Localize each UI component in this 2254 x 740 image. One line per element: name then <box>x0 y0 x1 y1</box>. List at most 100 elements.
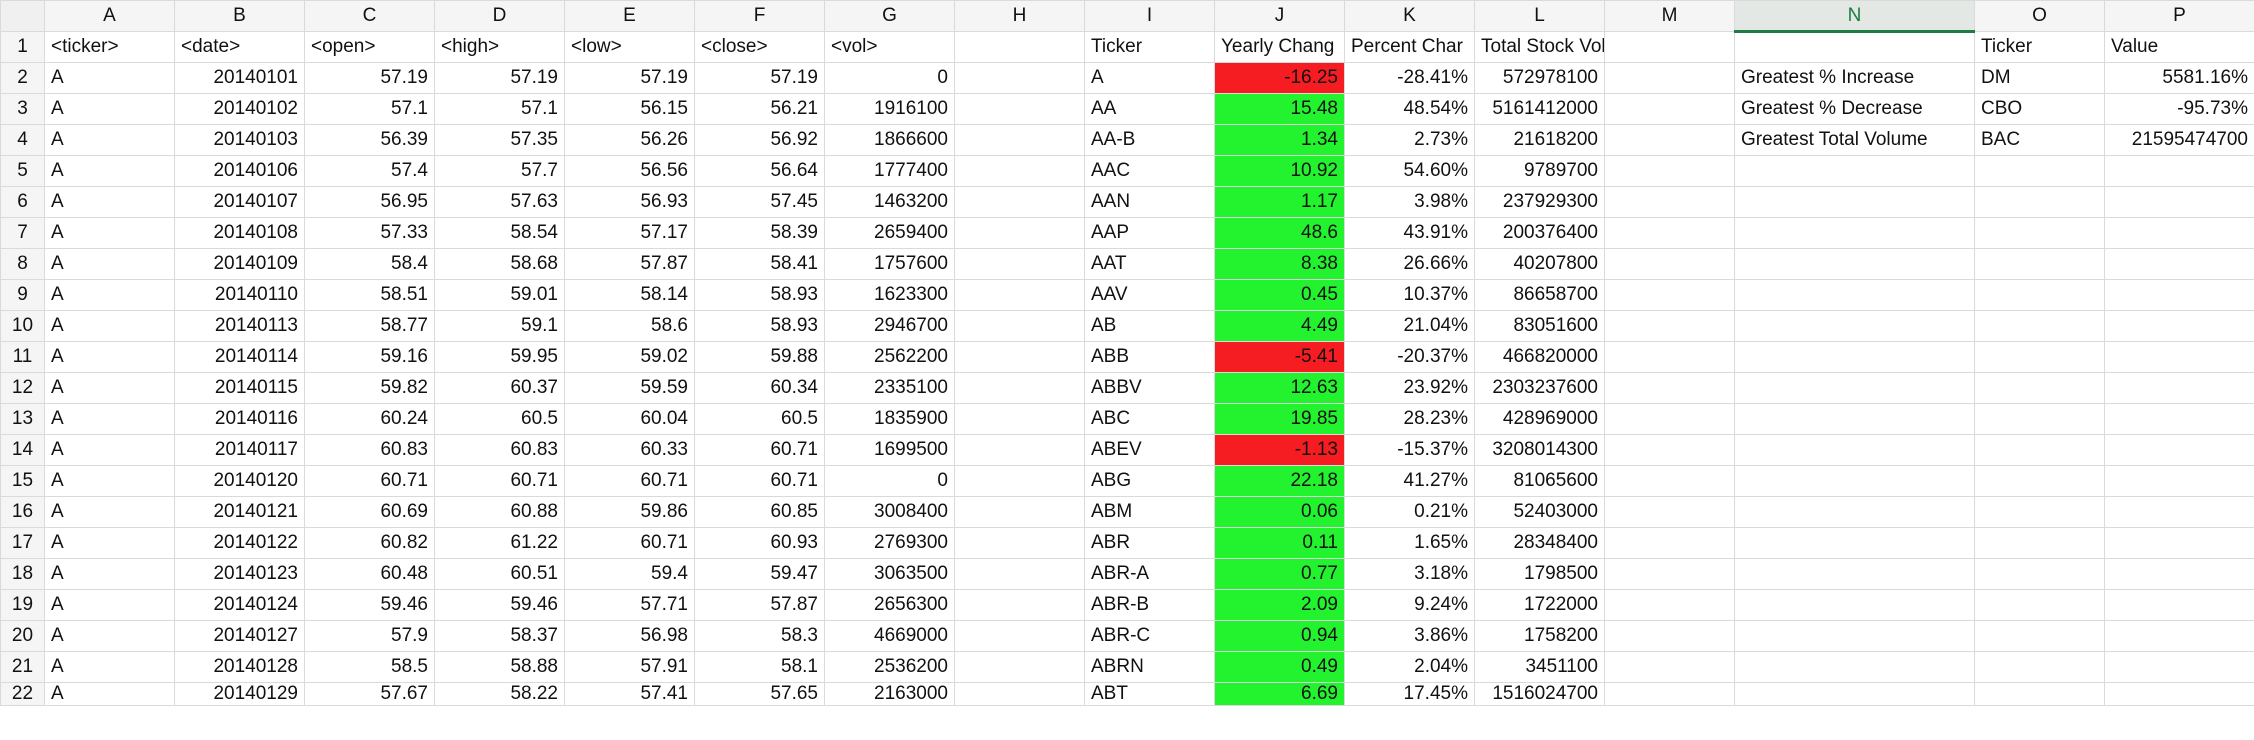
cell-h14[interactable] <box>954 434 1085 466</box>
cell-l14[interactable]: 3208014300 <box>1474 434 1605 466</box>
cell-m22[interactable] <box>1604 682 1735 706</box>
cell-e14[interactable]: 60.33 <box>564 434 695 466</box>
cell-e6[interactable]: 56.93 <box>564 186 695 218</box>
cell-m14[interactable] <box>1604 434 1735 466</box>
cell-b16[interactable]: 20140121 <box>174 496 305 528</box>
cell-i19[interactable]: ABR-B <box>1084 589 1215 621</box>
cell-d7[interactable]: 58.54 <box>434 217 565 249</box>
cell-b6[interactable]: 20140107 <box>174 186 305 218</box>
cell-c22[interactable]: 57.67 <box>304 682 435 706</box>
cell-g2[interactable]: 0 <box>824 62 955 94</box>
cell-i13[interactable]: ABC <box>1084 403 1215 435</box>
row-header[interactable]: 10 <box>0 310 45 342</box>
cell-g8[interactable]: 1757600 <box>824 248 955 280</box>
cell-g1[interactable]: <vol> <box>824 31 955 63</box>
row-header[interactable]: 20 <box>0 620 45 652</box>
cell-o19[interactable] <box>1974 589 2105 621</box>
cell-e9[interactable]: 58.14 <box>564 279 695 311</box>
cell-k13[interactable]: 28.23% <box>1344 403 1475 435</box>
row-header[interactable]: 17 <box>0 527 45 559</box>
cell-h5[interactable] <box>954 155 1085 187</box>
cell-p18[interactable] <box>2104 558 2254 590</box>
cell-g6[interactable]: 1463200 <box>824 186 955 218</box>
cell-m13[interactable] <box>1604 403 1735 435</box>
row-header[interactable]: 18 <box>0 558 45 590</box>
cell-j8[interactable]: 8.38 <box>1214 248 1345 280</box>
cell-d4[interactable]: 57.35 <box>434 124 565 156</box>
cell-g20[interactable]: 4669000 <box>824 620 955 652</box>
cell-d3[interactable]: 57.1 <box>434 93 565 125</box>
column-header-o[interactable]: O <box>1974 0 2105 32</box>
cell-f14[interactable]: 60.71 <box>694 434 825 466</box>
cell-l19[interactable]: 1722000 <box>1474 589 1605 621</box>
cell-e15[interactable]: 60.71 <box>564 465 695 497</box>
column-header-g[interactable]: G <box>824 0 955 32</box>
cell-p21[interactable] <box>2104 651 2254 683</box>
cell-j12[interactable]: 12.63 <box>1214 372 1345 404</box>
cell-k11[interactable]: -20.37% <box>1344 341 1475 373</box>
cell-a8[interactable]: A <box>44 248 175 280</box>
cell-g4[interactable]: 1866600 <box>824 124 955 156</box>
cell-c3[interactable]: 57.1 <box>304 93 435 125</box>
cell-i21[interactable]: ABRN <box>1084 651 1215 683</box>
cell-d14[interactable]: 60.83 <box>434 434 565 466</box>
cell-e1[interactable]: <low> <box>564 31 695 63</box>
cell-k17[interactable]: 1.65% <box>1344 527 1475 559</box>
cell-n8[interactable] <box>1734 248 1975 280</box>
cell-p17[interactable] <box>2104 527 2254 559</box>
cell-m6[interactable] <box>1604 186 1735 218</box>
cell-k2[interactable]: -28.41% <box>1344 62 1475 94</box>
cell-n13[interactable] <box>1734 403 1975 435</box>
column-header-a[interactable]: A <box>44 0 175 32</box>
cell-b2[interactable]: 20140101 <box>174 62 305 94</box>
cell-k5[interactable]: 54.60% <box>1344 155 1475 187</box>
cell-j6[interactable]: 1.17 <box>1214 186 1345 218</box>
cell-m17[interactable] <box>1604 527 1735 559</box>
cell-p11[interactable] <box>2104 341 2254 373</box>
column-header-h[interactable]: H <box>954 0 1085 32</box>
cell-c17[interactable]: 60.82 <box>304 527 435 559</box>
cell-i12[interactable]: ABBV <box>1084 372 1215 404</box>
cell-k4[interactable]: 2.73% <box>1344 124 1475 156</box>
cell-l12[interactable]: 2303237600 <box>1474 372 1605 404</box>
cell-h18[interactable] <box>954 558 1085 590</box>
cell-d19[interactable]: 59.46 <box>434 589 565 621</box>
cell-g22[interactable]: 2163000 <box>824 682 955 706</box>
cell-c4[interactable]: 56.39 <box>304 124 435 156</box>
cell-i5[interactable]: AAC <box>1084 155 1215 187</box>
cell-g14[interactable]: 1699500 <box>824 434 955 466</box>
cell-m1[interactable] <box>1604 31 1735 63</box>
cell-a21[interactable]: A <box>44 651 175 683</box>
cell-f17[interactable]: 60.93 <box>694 527 825 559</box>
cell-f22[interactable]: 57.65 <box>694 682 825 706</box>
cell-d6[interactable]: 57.63 <box>434 186 565 218</box>
cell-l16[interactable]: 52403000 <box>1474 496 1605 528</box>
row-header[interactable]: 4 <box>0 124 45 156</box>
cell-d2[interactable]: 57.19 <box>434 62 565 94</box>
row-header[interactable]: 6 <box>0 186 45 218</box>
cell-d8[interactable]: 58.68 <box>434 248 565 280</box>
cell-i1[interactable]: Ticker <box>1084 31 1215 63</box>
cell-d15[interactable]: 60.71 <box>434 465 565 497</box>
cell-a16[interactable]: A <box>44 496 175 528</box>
cell-l17[interactable]: 28348400 <box>1474 527 1605 559</box>
cell-n3[interactable]: Greatest % Decrease <box>1734 93 1975 125</box>
cell-o21[interactable] <box>1974 651 2105 683</box>
cell-h10[interactable] <box>954 310 1085 342</box>
column-header-k[interactable]: K <box>1344 0 1475 32</box>
cell-l13[interactable]: 428969000 <box>1474 403 1605 435</box>
cell-f12[interactable]: 60.34 <box>694 372 825 404</box>
cell-b22[interactable]: 20140129 <box>174 682 305 706</box>
cell-n5[interactable] <box>1734 155 1975 187</box>
cell-e2[interactable]: 57.19 <box>564 62 695 94</box>
column-header-c[interactable]: C <box>304 0 435 32</box>
row-header[interactable]: 1 <box>0 31 45 63</box>
cell-i6[interactable]: AAN <box>1084 186 1215 218</box>
cell-h9[interactable] <box>954 279 1085 311</box>
cell-i20[interactable]: ABR-C <box>1084 620 1215 652</box>
cell-l18[interactable]: 1798500 <box>1474 558 1605 590</box>
column-header-l[interactable]: L <box>1474 0 1605 32</box>
row-header[interactable]: 13 <box>0 403 45 435</box>
column-header-m[interactable]: M <box>1604 0 1735 32</box>
cell-e11[interactable]: 59.02 <box>564 341 695 373</box>
